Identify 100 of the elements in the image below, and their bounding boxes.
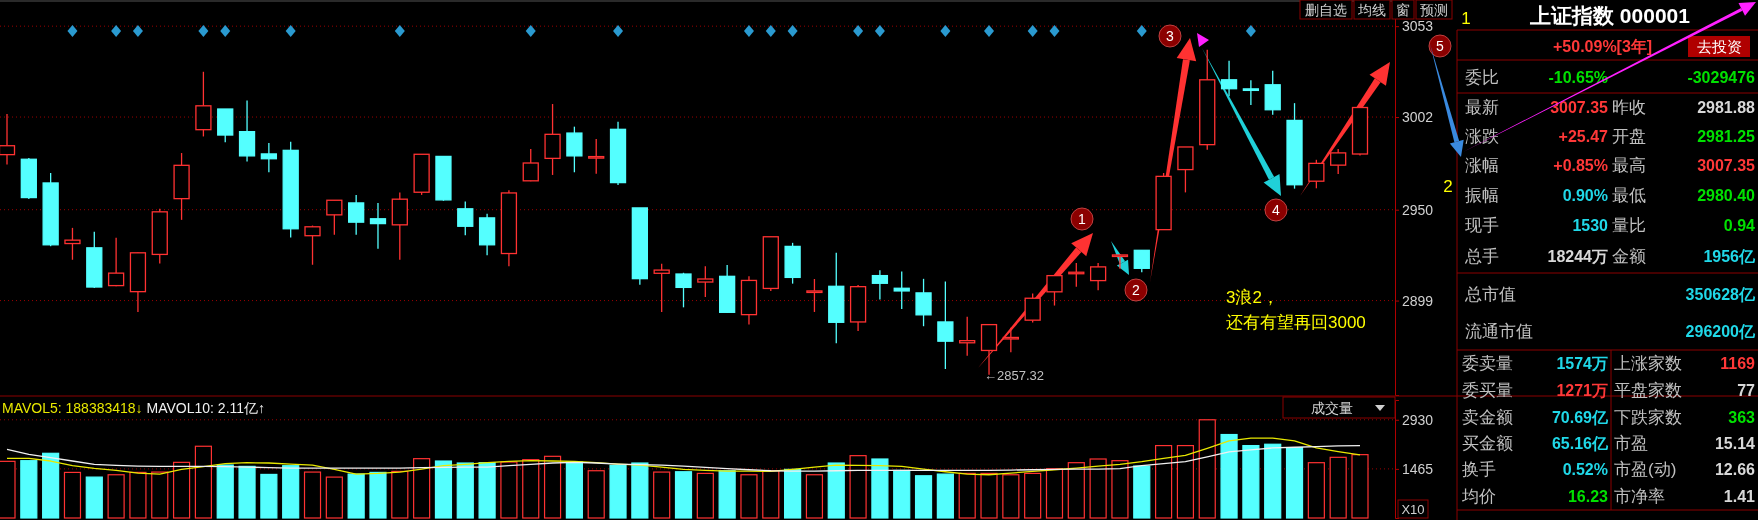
candlestick xyxy=(369,202,387,250)
bar xyxy=(216,464,234,519)
scale-box: X10 xyxy=(1397,499,1429,519)
text: 2981.88 xyxy=(1697,99,1756,116)
bar xyxy=(347,473,365,519)
text: 总市值 xyxy=(1464,285,1516,304)
bar xyxy=(172,461,191,519)
text: 1574万 xyxy=(1556,355,1608,372)
bar xyxy=(1264,443,1282,519)
text: 最新 xyxy=(1465,98,1499,117)
y-tick-label: 3002 xyxy=(1402,109,1434,126)
candlestick xyxy=(64,227,81,261)
bar xyxy=(914,475,933,519)
bar xyxy=(325,476,343,519)
bar xyxy=(1155,444,1173,519)
bar xyxy=(784,468,802,519)
text: 平盘家数 xyxy=(1614,381,1682,400)
candlestick xyxy=(0,113,16,166)
text: 2 xyxy=(1443,177,1453,196)
candlestick xyxy=(457,200,474,236)
text: 涨跌 xyxy=(1465,127,1499,146)
candlestick xyxy=(1220,60,1238,98)
line-series xyxy=(6,437,1361,476)
candlestick xyxy=(893,270,910,310)
text: 12.66 xyxy=(1714,461,1756,478)
y-tick-label: 2930 xyxy=(1402,411,1434,428)
text: 15.14 xyxy=(1714,435,1756,452)
annotation: 4 xyxy=(1272,202,1281,218)
text: 77 xyxy=(1737,382,1756,399)
candlestick xyxy=(260,142,278,173)
annotation: 还有有望再回3000 xyxy=(1226,313,1366,332)
text: 70.69亿 xyxy=(1551,409,1609,426)
text: 最低 xyxy=(1612,186,1646,205)
bar xyxy=(631,462,649,519)
text: 现手 xyxy=(1465,216,1499,235)
bar xyxy=(718,470,736,519)
bar xyxy=(434,460,453,519)
numbered-circle: 5 xyxy=(1428,34,1452,58)
text: 金额 xyxy=(1612,247,1646,266)
bar xyxy=(587,470,605,519)
text: -10.65% xyxy=(1548,69,1608,86)
candlestick xyxy=(1002,327,1019,353)
text: 市净率 xyxy=(1614,487,1665,506)
numbered-circle: 3 xyxy=(1158,24,1182,48)
text: +25.47 xyxy=(1558,128,1609,145)
bar xyxy=(936,473,954,519)
text: 65.16亿 xyxy=(1551,435,1609,452)
bar xyxy=(369,471,387,519)
candlestick xyxy=(806,278,823,313)
bar xyxy=(85,476,103,519)
bar xyxy=(1176,444,1195,519)
text: 16.23 xyxy=(1567,488,1609,505)
bar xyxy=(1133,465,1151,519)
text: 2980.40 xyxy=(1697,187,1756,204)
bar xyxy=(1089,458,1107,519)
candlestick xyxy=(566,126,583,173)
text: 2981.25 xyxy=(1697,128,1756,145)
text: 开盘 xyxy=(1612,127,1646,146)
candlestick xyxy=(1046,274,1063,307)
text: 量比 xyxy=(1612,216,1646,235)
bar xyxy=(1242,444,1260,519)
text: 换手 xyxy=(1462,460,1496,479)
text: 总手 xyxy=(1464,247,1499,266)
candlestick xyxy=(1133,249,1150,273)
bar xyxy=(391,470,409,519)
bar xyxy=(543,455,562,519)
candlestick xyxy=(326,199,343,236)
bar xyxy=(893,469,911,519)
bar xyxy=(871,458,889,519)
text: 3007.35 xyxy=(1697,157,1756,174)
candlestick xyxy=(697,265,714,298)
text: 363 xyxy=(1728,409,1756,426)
bar xyxy=(1111,460,1129,519)
bar xyxy=(194,445,212,519)
bar xyxy=(1351,454,1369,519)
candlestick xyxy=(871,269,889,301)
candlestick xyxy=(107,237,125,287)
text: 委卖量 xyxy=(1462,354,1513,373)
button: 均线 xyxy=(1353,0,1391,20)
text: -3029476 xyxy=(1687,69,1756,86)
candlestick xyxy=(1089,262,1107,291)
text: MAVOL10: xyxy=(142,400,218,416)
bar xyxy=(260,473,278,519)
bar xyxy=(500,461,518,519)
bar xyxy=(478,462,496,519)
bar xyxy=(1329,456,1347,519)
bar xyxy=(1045,468,1064,519)
bar xyxy=(129,471,147,519)
button: 去投资 xyxy=(1688,36,1750,57)
candlestick xyxy=(1177,146,1194,194)
bar xyxy=(63,471,82,519)
candlestick xyxy=(304,224,321,266)
text: MAVOL5: xyxy=(2,400,66,416)
dropdown: 成交量 xyxy=(1282,396,1396,419)
line-series xyxy=(6,444,1361,472)
annotation: 成交量 xyxy=(1311,400,1353,416)
annotation: 3浪2， xyxy=(1226,288,1279,307)
text: 流通市值 xyxy=(1465,322,1533,341)
text: 均价 xyxy=(1461,487,1496,506)
bar xyxy=(0,460,16,519)
